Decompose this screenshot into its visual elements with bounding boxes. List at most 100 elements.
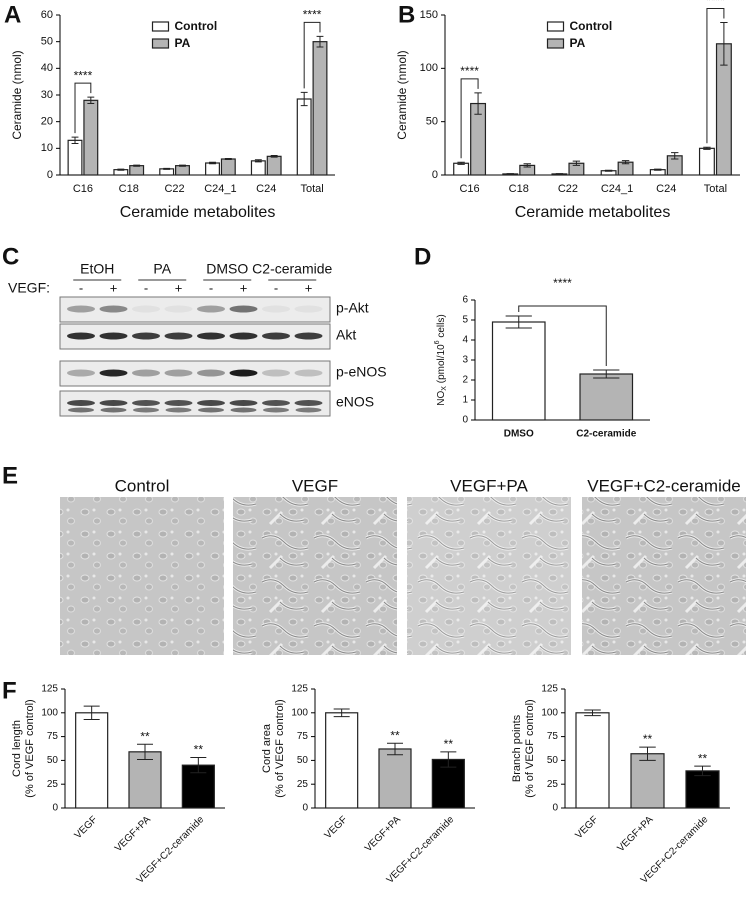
y-tick-label: 100	[41, 707, 58, 718]
error-bar	[505, 315, 532, 329]
y-axis-label-part: X	[441, 386, 448, 391]
error-bar	[457, 161, 465, 165]
blot-row-label: Akt	[336, 327, 356, 343]
bar	[266, 155, 282, 176]
blot-band	[164, 305, 193, 313]
blot-band	[295, 407, 322, 413]
error-bar	[316, 35, 324, 48]
legend-swatch	[546, 21, 565, 32]
lane-sign: -	[209, 280, 213, 295]
error-bar	[117, 168, 125, 171]
blot-band	[67, 400, 95, 406]
bar	[220, 158, 236, 176]
y-tick-label: 2	[462, 375, 468, 386]
y-axis-label: (% of VEGF control)	[524, 699, 536, 797]
lane-sign: +	[175, 280, 183, 295]
significance-label: **	[390, 728, 400, 742]
panel-label: A	[4, 1, 21, 28]
blot-band	[99, 400, 128, 406]
y-tick-label: 100	[420, 62, 438, 74]
lane-sign: -	[144, 280, 148, 295]
x-tick-label: VEGF+PA	[113, 814, 153, 854]
panel-label: B	[398, 1, 415, 28]
y-tick-label: 75	[547, 731, 559, 742]
legend-label: PA	[570, 36, 586, 50]
significance-label: ****	[460, 64, 479, 78]
blot-band	[294, 332, 323, 340]
y-axis-label: Branch points	[511, 714, 523, 782]
panel-label: E	[2, 462, 18, 489]
x-tick-label: C16	[459, 183, 479, 195]
x-tick-label: C24	[656, 183, 676, 195]
legend-swatch	[546, 38, 565, 49]
x-tick-label: C18	[119, 183, 139, 195]
bar	[698, 147, 715, 176]
blot-band	[99, 332, 128, 340]
x-tick-label: VEGF+PA	[363, 814, 403, 854]
y-tick-label: 50	[297, 755, 309, 766]
legend-label: Control	[175, 19, 218, 33]
error-bar	[71, 136, 79, 145]
blot-group-label: PA	[153, 261, 171, 277]
error-bar	[654, 168, 662, 171]
y-tick-label: 125	[41, 684, 58, 695]
error-bar	[209, 161, 216, 165]
y-tick-label: 0	[302, 803, 308, 814]
y-tick-label: 3	[462, 355, 468, 366]
bar	[491, 321, 546, 421]
y-tick-label: 1	[462, 395, 468, 406]
legend-label: Control	[570, 19, 613, 33]
y-axis-label-part: (pmol/10	[436, 344, 447, 386]
y-tick-label: 0	[47, 169, 53, 181]
error-bar	[621, 160, 630, 165]
blot-band	[262, 369, 290, 377]
blot-row-label: p-Akt	[336, 300, 369, 316]
y-tick-label: 50	[41, 36, 53, 48]
y-axis-label: Ceramide (nmol)	[395, 50, 409, 139]
y-tick-label: 30	[41, 89, 53, 101]
y-tick-label: 4	[462, 335, 468, 346]
bar	[685, 770, 720, 809]
x-tick-label: C18	[509, 183, 529, 195]
micrograph	[233, 497, 397, 655]
error-bar	[163, 167, 171, 170]
blot-band	[67, 305, 95, 313]
bar	[129, 165, 145, 176]
blot-band	[262, 400, 290, 406]
x-tick-label: VEGF+PA	[615, 814, 655, 854]
blot-band	[262, 305, 290, 313]
blot-band	[132, 400, 160, 406]
error-bar	[694, 765, 711, 777]
error-bar	[506, 173, 514, 175]
error-bar	[703, 146, 711, 150]
y-tick-label: 0	[432, 169, 438, 181]
y-axis-label-part: cells)	[436, 314, 447, 340]
lane-sign: -	[274, 280, 278, 295]
error-bar	[333, 708, 350, 718]
significance-bracket	[518, 305, 607, 366]
error-bar	[671, 152, 679, 160]
x-tick-label: VEGF	[73, 814, 100, 841]
significance-label: **	[698, 751, 708, 765]
y-tick-label: 100	[541, 707, 558, 718]
blot-band	[133, 407, 159, 413]
x-tick-label: C24_1	[204, 183, 236, 195]
x-tick-label: Total	[704, 183, 727, 195]
y-tick-label: 50	[47, 755, 59, 766]
x-tick-label: VEGF	[323, 814, 350, 841]
error-bar	[179, 164, 186, 167]
error-bar	[523, 163, 531, 168]
blot-band	[164, 332, 193, 340]
error-bar	[440, 751, 457, 768]
error-bar	[133, 164, 141, 167]
x-tick-label: C22	[558, 183, 578, 195]
y-tick-label: 60	[41, 9, 53, 21]
blot-row-label: eNOS	[336, 394, 374, 410]
significance-label: ****	[553, 276, 572, 290]
blot-band	[164, 369, 193, 377]
error-bar	[254, 159, 262, 163]
micrograph-label: VEGF+C2-ceramide	[587, 476, 741, 495]
treatment-label: VEGF:	[8, 280, 50, 296]
x-tick-label: C22	[164, 183, 184, 195]
